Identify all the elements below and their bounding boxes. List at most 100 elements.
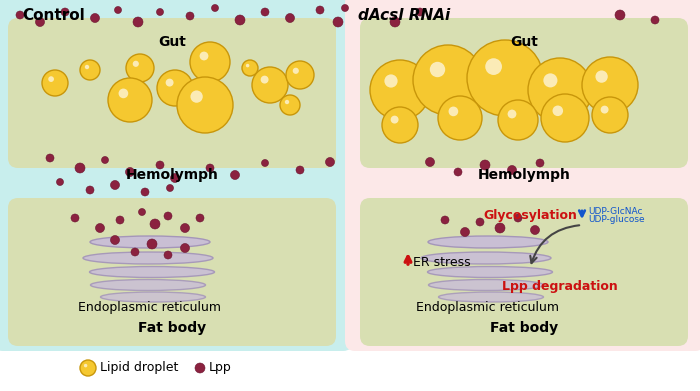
Circle shape — [476, 218, 484, 226]
Circle shape — [48, 76, 54, 82]
Circle shape — [16, 11, 24, 19]
Circle shape — [384, 74, 398, 88]
Text: Control: Control — [22, 8, 85, 23]
Text: Fat body: Fat body — [138, 321, 206, 335]
Circle shape — [111, 181, 120, 190]
Text: Hemolymph: Hemolymph — [477, 168, 570, 182]
FancyArrowPatch shape — [531, 225, 579, 263]
Circle shape — [286, 61, 314, 89]
Circle shape — [413, 45, 483, 115]
Circle shape — [57, 179, 64, 185]
Circle shape — [528, 58, 592, 122]
Circle shape — [230, 170, 239, 179]
Ellipse shape — [428, 236, 548, 248]
Circle shape — [181, 224, 190, 233]
Circle shape — [246, 64, 249, 67]
Circle shape — [147, 239, 157, 249]
Circle shape — [190, 42, 230, 82]
Text: Gut: Gut — [158, 35, 186, 49]
Text: Gut: Gut — [510, 35, 538, 49]
FancyBboxPatch shape — [0, 0, 353, 351]
Text: Fat body: Fat body — [490, 321, 558, 335]
Circle shape — [166, 79, 174, 86]
Circle shape — [508, 109, 517, 118]
Circle shape — [171, 174, 179, 183]
Text: dAcsl RNAi: dAcsl RNAi — [358, 8, 450, 23]
Circle shape — [42, 70, 68, 96]
Circle shape — [316, 6, 324, 14]
Circle shape — [342, 5, 349, 11]
Circle shape — [552, 106, 563, 116]
Ellipse shape — [428, 280, 543, 291]
Circle shape — [36, 18, 45, 27]
Ellipse shape — [83, 252, 213, 264]
Circle shape — [461, 228, 470, 237]
Circle shape — [480, 160, 490, 170]
Ellipse shape — [90, 236, 210, 248]
Text: Endoplasmic reticulum: Endoplasmic reticulum — [78, 301, 221, 314]
Circle shape — [601, 106, 608, 113]
Circle shape — [177, 77, 233, 133]
Circle shape — [46, 154, 54, 162]
Text: Lpp degradation: Lpp degradation — [502, 280, 618, 293]
Ellipse shape — [90, 280, 206, 291]
FancyBboxPatch shape — [360, 18, 688, 168]
Circle shape — [111, 235, 120, 244]
Circle shape — [108, 78, 152, 122]
Circle shape — [80, 360, 96, 376]
Circle shape — [186, 12, 194, 20]
Circle shape — [615, 10, 625, 20]
Circle shape — [543, 74, 557, 88]
Text: Glycosylation: Glycosylation — [483, 208, 577, 221]
Circle shape — [235, 15, 245, 25]
Circle shape — [116, 216, 124, 224]
Circle shape — [85, 65, 89, 69]
Ellipse shape — [421, 252, 551, 264]
Text: Lpp: Lpp — [209, 362, 232, 375]
Circle shape — [61, 8, 69, 16]
Circle shape — [498, 100, 538, 140]
Circle shape — [164, 212, 172, 220]
Circle shape — [296, 166, 304, 174]
Circle shape — [125, 167, 134, 176]
Circle shape — [133, 61, 139, 67]
Circle shape — [196, 214, 204, 222]
Circle shape — [416, 8, 424, 16]
Circle shape — [426, 158, 435, 167]
Circle shape — [190, 90, 203, 103]
Circle shape — [118, 88, 128, 98]
Circle shape — [454, 168, 462, 176]
Circle shape — [164, 251, 172, 259]
Text: Endoplasmic reticulum: Endoplasmic reticulum — [416, 301, 559, 314]
Circle shape — [133, 17, 143, 27]
Circle shape — [260, 75, 269, 84]
Circle shape — [596, 70, 608, 83]
Ellipse shape — [438, 292, 543, 302]
Ellipse shape — [101, 292, 206, 302]
Circle shape — [115, 7, 122, 14]
Circle shape — [242, 60, 258, 76]
Circle shape — [286, 14, 295, 23]
Ellipse shape — [428, 267, 552, 278]
Circle shape — [86, 186, 94, 194]
Circle shape — [508, 165, 517, 174]
FancyBboxPatch shape — [8, 198, 336, 346]
Circle shape — [211, 5, 218, 11]
Text: ER stress: ER stress — [413, 255, 470, 269]
Circle shape — [370, 60, 430, 120]
Circle shape — [441, 216, 449, 224]
Circle shape — [382, 107, 418, 143]
Circle shape — [156, 161, 164, 169]
Circle shape — [195, 363, 205, 373]
Circle shape — [514, 214, 522, 222]
Circle shape — [261, 8, 269, 16]
Circle shape — [80, 60, 100, 80]
Circle shape — [651, 16, 659, 24]
Circle shape — [531, 226, 540, 235]
Circle shape — [495, 223, 505, 233]
Circle shape — [141, 188, 149, 196]
Circle shape — [430, 62, 445, 77]
Circle shape — [285, 100, 289, 104]
Circle shape — [467, 40, 543, 116]
Circle shape — [150, 219, 160, 229]
